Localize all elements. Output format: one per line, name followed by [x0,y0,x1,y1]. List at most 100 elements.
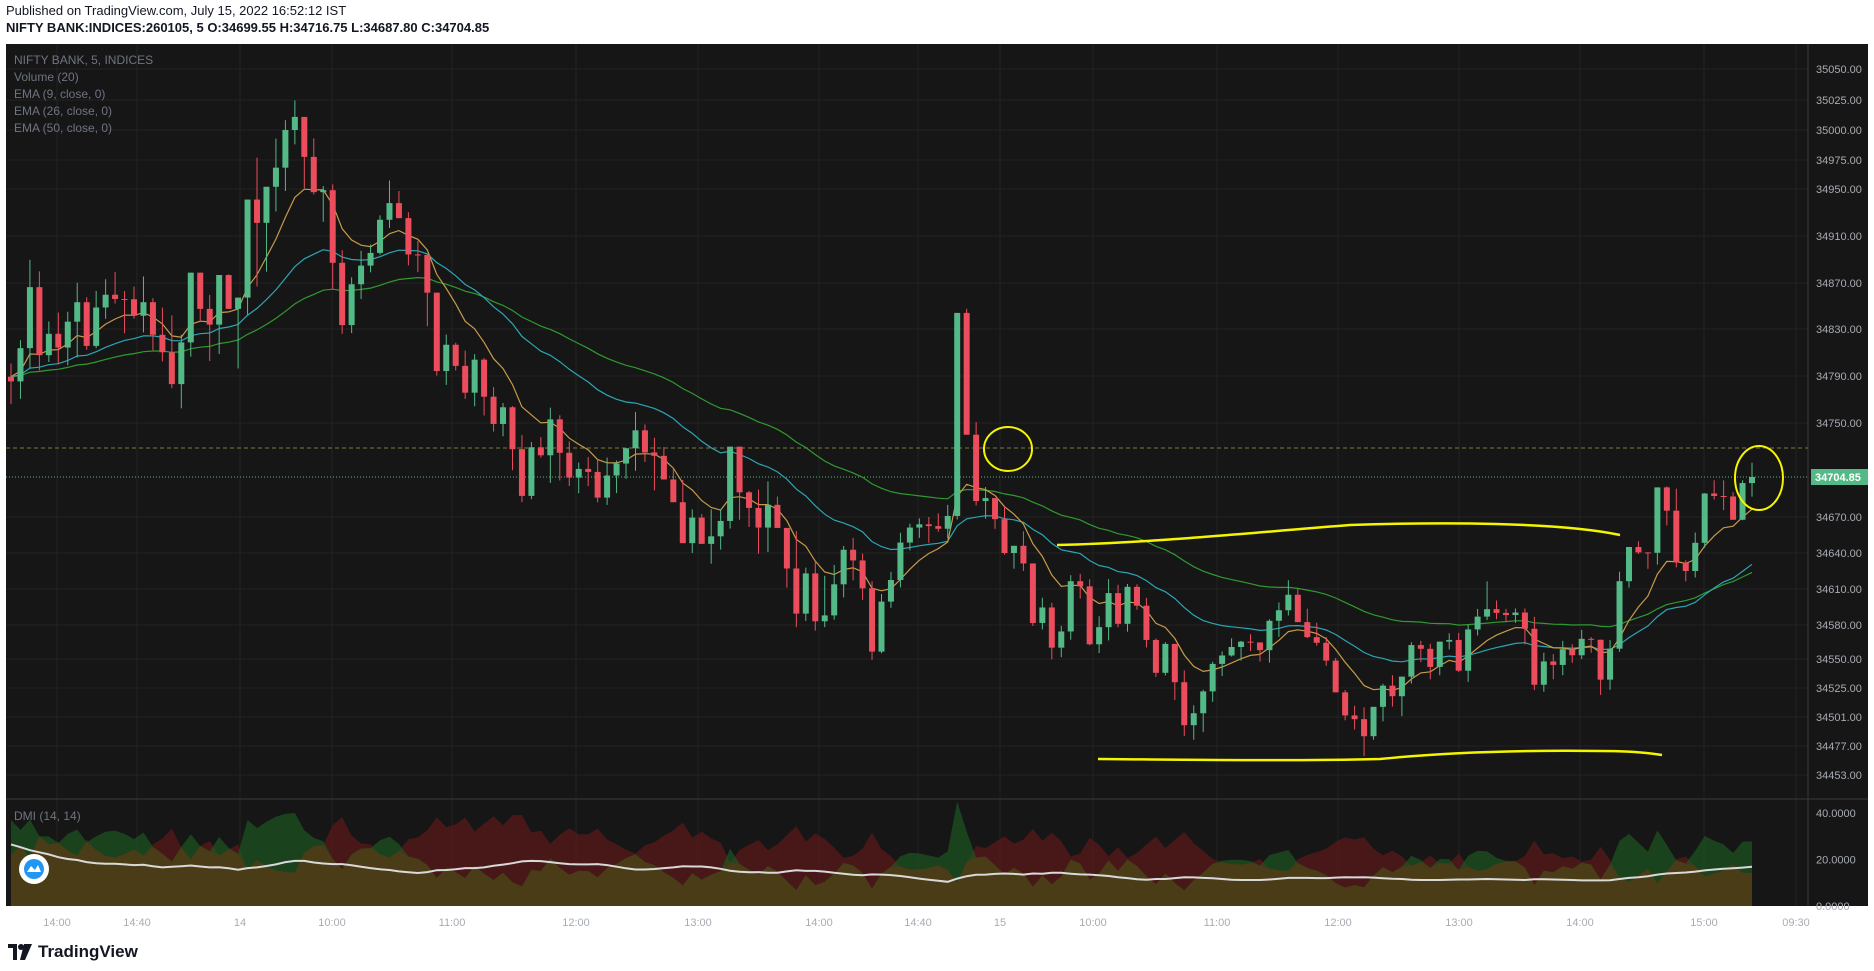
price-tick-label: 35025.00 [1816,95,1862,107]
candle-body [414,254,421,256]
candle [452,342,459,371]
candle-body [802,573,809,614]
time-tick-label: 09:30 [1782,917,1810,929]
price-axis[interactable]: 35050.00 35025.00 35000.00 34975.00 34950.00… [1811,64,1868,913]
candle-body [140,302,147,316]
candle [1275,602,1282,637]
candle [736,446,743,520]
candle-body [1540,661,1547,685]
candle [1323,637,1330,666]
candle-body [1342,692,1349,716]
candle [1266,619,1273,663]
candle [783,527,790,588]
candle-body [83,302,90,346]
candle [225,274,232,309]
candle-body [206,308,213,325]
candle [594,458,601,503]
candle [131,286,138,319]
candle-body [1644,552,1651,554]
candle-body [291,116,298,130]
candle-body [187,272,194,343]
candle-body [310,156,317,193]
candle-body [764,504,771,528]
candle-body [149,302,156,335]
candle [377,215,384,255]
candle [291,100,298,145]
candle [1115,584,1122,628]
dmi-overlap-area [11,836,1752,906]
candle [963,308,970,435]
candle-body [1143,605,1150,640]
dmi-tick-label: 0.0000 [1816,901,1850,913]
candle [414,240,421,273]
dmi-pane [10,801,1753,906]
candle-body [1304,622,1311,638]
candle-body [755,507,762,528]
candle [263,186,270,272]
legend-ema26[interactable]: EMA (26, close, 0) [14,104,112,118]
legend-ema50[interactable]: EMA (50, close, 0) [14,121,112,135]
candle [623,448,630,479]
candle-body [1001,519,1008,553]
candle-body [1086,586,1093,645]
candle-body [708,536,715,544]
time-tick-label: 14 [234,917,246,929]
candle-body [1124,586,1131,624]
candle-body [1597,639,1604,680]
candle-body [1616,581,1623,649]
candle [547,407,554,483]
candle-body [339,262,346,326]
candle [717,509,724,550]
candle-body [1133,586,1140,606]
candle [1077,573,1084,599]
candle-body [168,352,175,385]
candle-body [1502,612,1509,616]
candle [746,490,753,527]
candle [831,565,838,620]
candle [1133,584,1140,610]
time-tick-label: 14:00 [805,917,833,929]
candle [405,212,412,266]
candle [1446,633,1453,650]
candle [651,437,658,491]
chart-logo-badge[interactable] [19,854,49,884]
candle-body [831,584,838,616]
candle [1711,480,1718,500]
ema9-line [10,188,1753,691]
time-tick-label: 11:00 [1204,917,1231,929]
legend-volume[interactable]: Volume (20) [14,70,79,84]
time-tick-label: 14:40 [904,917,932,929]
candle-body [64,321,71,348]
candle-body [1749,477,1755,484]
legend-ema9[interactable]: EMA (9, close, 0) [14,87,105,101]
candle-body [358,265,365,285]
candle-body [263,186,270,223]
candle-body [1654,487,1661,553]
candle [1370,706,1377,740]
candle [159,307,166,362]
candle-body [490,396,497,424]
candle [55,312,62,365]
candle [755,489,762,554]
candle-body [1635,547,1642,553]
candle [149,298,156,351]
tradingview-brand[interactable]: TradingView [8,942,138,962]
candle-body [1484,609,1491,617]
annotation-resistance-line [1056,522,1621,547]
candle [8,363,14,405]
candle-body [1228,646,1235,656]
time-axis[interactable]: 14:00 14:40 14 10:00 11:00 12:00 13:00 14:00 14:… [43,917,1810,929]
time-tick-label: 10:00 [1079,917,1107,929]
candle [1720,480,1727,511]
candle [1389,675,1396,707]
legend-dmi[interactable]: DMI (14, 14) [14,809,81,823]
legend-symbol[interactable]: NIFTY BANK, 5, INDICES [14,53,153,67]
price-tick-label: 34525.00 [1816,683,1862,695]
candle-body [1039,607,1046,623]
candle [1531,616,1538,691]
price-tick-label: 34750.00 [1816,418,1862,430]
candle-body [1701,493,1708,543]
candle [121,291,128,334]
candle-body [727,446,734,521]
